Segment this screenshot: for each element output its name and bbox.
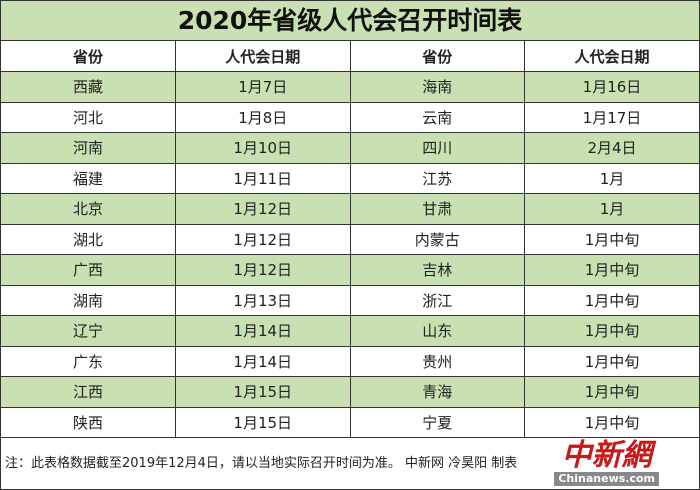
province-cell: 云南 [349, 101, 525, 133]
header-province: 省份 [349, 41, 525, 72]
table-row: 江西 1月15日 青海 1月中旬 [1, 376, 699, 408]
province-cell: 山东 [349, 315, 525, 347]
date-cell: 1月16日 [524, 71, 699, 103]
table-row: 辽宁 1月14日 山东 1月中旬 [1, 315, 699, 347]
table-row: 河南 1月10日 四川 2月4日 [1, 132, 699, 164]
date-cell: 1月17日 [524, 101, 699, 133]
date-cell: 1月12日 [175, 193, 351, 225]
date-cell: 1月12日 [175, 254, 351, 286]
header-date: 人代会日期 [524, 41, 699, 72]
table-row: 河北 1月8日 云南 1月17日 [1, 101, 699, 133]
header-province: 省份 [1, 41, 176, 72]
date-cell: 1月15日 [175, 376, 351, 408]
province-cell: 广西 [1, 254, 176, 286]
province-cell: 青海 [349, 376, 525, 408]
date-cell: 1月10日 [175, 132, 351, 164]
date-cell: 1月中旬 [524, 284, 699, 316]
province-cell: 内蒙古 [349, 223, 525, 255]
date-cell: 1月 [524, 162, 699, 194]
date-cell: 1月14日 [175, 345, 351, 377]
date-cell: 1月11日 [175, 162, 351, 194]
date-cell: 1月15日 [175, 406, 351, 438]
province-cell: 贵州 [349, 345, 525, 377]
page-title: 2020年省级人代会召开时间表 [1, 1, 699, 41]
province-cell: 四川 [349, 132, 525, 164]
province-cell: 福建 [1, 162, 176, 194]
province-cell: 甘肃 [349, 193, 525, 225]
province-cell: 浙江 [349, 284, 525, 316]
province-cell: 吉林 [349, 254, 525, 286]
province-cell: 湖北 [1, 223, 176, 255]
date-cell: 1月中旬 [524, 376, 699, 408]
date-cell: 1月中旬 [524, 254, 699, 286]
province-cell: 海南 [349, 71, 525, 103]
date-cell: 1月13日 [175, 284, 351, 316]
province-cell: 广东 [1, 345, 176, 377]
province-cell: 陕西 [1, 406, 176, 438]
province-cell: 河北 [1, 101, 176, 133]
province-cell: 北京 [1, 193, 176, 225]
date-cell: 1月中旬 [524, 223, 699, 255]
date-cell: 1月 [524, 193, 699, 225]
footnote-area: 注：此表格数据截至2019年12月4日，请以当地实际召开时间为准。 中新网 冷昊… [1, 438, 699, 489]
logo-en: Chinanews.com [554, 472, 659, 486]
table-row: 西藏 1月7日 海南 1月16日 [1, 71, 699, 103]
table-row: 广西 1月12日 吉林 1月中旬 [1, 254, 699, 286]
chinanews-watermark-logo: 中新網 Chinanews.com [554, 440, 659, 486]
province-cell: 宁夏 [349, 406, 525, 438]
table-row: 湖北 1月12日 内蒙古 1月中旬 [1, 223, 699, 255]
date-cell: 1月7日 [175, 71, 351, 103]
table-header-row: 省份 人代会日期 省份 人代会日期 [1, 41, 699, 72]
date-cell: 1月8日 [175, 101, 351, 133]
header-date: 人代会日期 [175, 41, 351, 72]
date-cell: 1月中旬 [524, 345, 699, 377]
date-cell: 1月12日 [175, 223, 351, 255]
date-cell: 1月14日 [175, 315, 351, 347]
province-cell: 江西 [1, 376, 176, 408]
date-cell: 2月4日 [524, 132, 699, 164]
province-cell: 湖南 [1, 284, 176, 316]
schedule-table: 省份 人代会日期 省份 人代会日期 西藏 1月7日 海南 1月16日 河北 1月8日 云南 1… [1, 41, 699, 438]
logo-cn: 中新網 [561, 438, 652, 473]
table-row: 湖南 1月13日 浙江 1月中旬 [1, 284, 699, 316]
province-cell: 辽宁 [1, 315, 176, 347]
table-row: 广东 1月14日 贵州 1月中旬 [1, 345, 699, 377]
table-row: 福建 1月11日 江苏 1月 [1, 162, 699, 194]
table-row: 北京 1月12日 甘肃 1月 [1, 193, 699, 225]
province-cell: 西藏 [1, 71, 176, 103]
table-row: 陕西 1月15日 宁夏 1月中旬 [1, 406, 699, 438]
date-cell: 1月中旬 [524, 315, 699, 347]
province-cell: 河南 [1, 132, 176, 164]
province-cell: 江苏 [349, 162, 525, 194]
footnote: 注：此表格数据截至2019年12月4日，请以当地实际召开时间为准。 中新网 冷昊… [5, 456, 518, 471]
date-cell: 1月中旬 [524, 406, 699, 438]
